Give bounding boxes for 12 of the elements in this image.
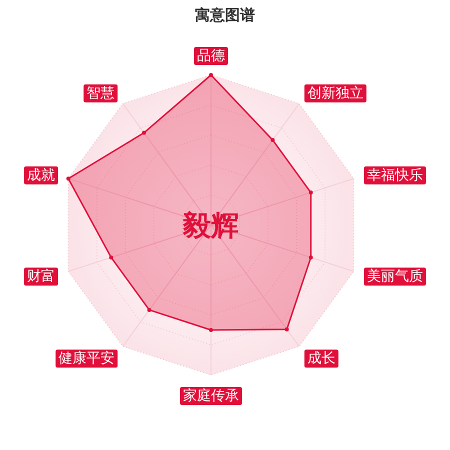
spoke-label: 财富 [27,268,56,285]
spoke-label: 品德 [197,48,225,64]
spoke-label: 智慧 [86,85,115,102]
spoke-label: 幸福快乐 [366,167,423,184]
spoke-label: 家庭传承 [183,388,239,404]
chart-title: 寓意图谱 [195,6,255,24]
spoke-label: 美丽气质 [366,268,423,285]
spoke-label: 健康平安 [58,350,115,367]
spoke-label: 创新独立 [307,85,364,102]
spoke-label: 成就 [27,167,56,184]
text: 毅辉 [182,209,239,242]
spoke-label: 成长 [307,350,336,367]
